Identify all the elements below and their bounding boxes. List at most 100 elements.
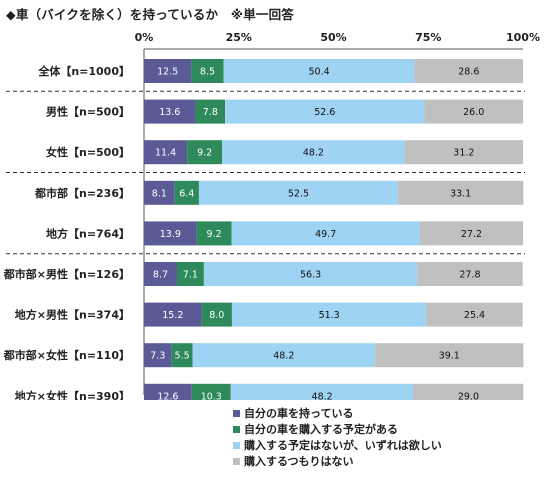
bar-segment [413, 383, 524, 400]
legend-item: 購入するつもりはない [233, 453, 442, 469]
chart-title: ◆車（バイクを除く）を持っているか ※単一回答 [6, 7, 294, 22]
data-label: 15.2 [162, 310, 183, 321]
bar-segment [222, 140, 405, 165]
category-label: 都市部×女性【n=110】 [3, 348, 130, 362]
data-label: 48.2 [312, 391, 333, 400]
bar-segment [397, 180, 524, 205]
data-label: 27.8 [459, 270, 480, 281]
data-label: 9.2 [197, 148, 212, 159]
data-label: 5.5 [175, 351, 190, 362]
bar-segment [144, 262, 177, 286]
bar-segment [144, 383, 192, 400]
data-label: 12.6 [157, 391, 178, 400]
x-tick-label: 0% [135, 31, 154, 44]
bar-segment [174, 180, 199, 205]
category-label: 女性【n=500】 [46, 145, 130, 159]
legend-item: 自分の車を持っている [233, 405, 442, 421]
data-label: 39.1 [439, 351, 460, 362]
data-label: 7.1 [183, 270, 198, 281]
data-label: 27.2 [461, 229, 482, 240]
data-label: 33.1 [450, 188, 471, 199]
bar-segment [195, 99, 226, 124]
x-tick-label: 100% [506, 31, 540, 44]
category-label: 都市部×男性【n=126】 [3, 267, 130, 281]
bar-segment [230, 383, 414, 400]
data-label: 52.6 [314, 107, 335, 118]
bar-segment [417, 262, 523, 286]
bar-segment [225, 99, 425, 124]
x-tick-label: 75% [415, 31, 441, 44]
bar-segment [144, 302, 202, 327]
data-label: 48.2 [273, 351, 294, 362]
bar-segment [203, 262, 418, 286]
data-label: 8.5 [200, 67, 215, 78]
data-label: 10.3 [201, 391, 222, 400]
legend-item: 購入する予定はないが、いずれは欲しい [233, 437, 442, 453]
data-label: 25.4 [464, 310, 485, 321]
legend-swatch [233, 425, 240, 433]
bar-segment [171, 343, 193, 368]
category-label: 男性【n=500】 [46, 105, 130, 119]
bar-segment [191, 383, 231, 400]
legend-swatch [233, 441, 240, 449]
data-label: 31.2 [453, 148, 474, 159]
data-label: 29.0 [458, 391, 479, 400]
legend-label: 購入するつもりはない [244, 455, 354, 468]
data-label: 8.7 [153, 270, 168, 281]
bar-segment [192, 343, 376, 368]
data-label: 7.8 [203, 107, 218, 118]
bar-segment [426, 302, 523, 327]
data-label: 12.5 [157, 67, 178, 78]
bar-segment [198, 180, 398, 205]
data-label: 8.0 [209, 310, 224, 321]
bar-segment [144, 343, 172, 368]
legend-item: 自分の車を購入する予定がある [233, 421, 442, 437]
bar-segment [404, 140, 523, 165]
legend-label: 購入する予定はないが、いずれは欲しい [244, 439, 442, 452]
data-label: 49.7 [315, 229, 336, 240]
data-label: 13.6 [159, 107, 180, 118]
bar-segment [144, 59, 192, 83]
stacked-bar-chart: 0% 25% 50% 75% 100% 全体【n=1000】 12.5 8.5 50.4 28.6… [3, 31, 540, 400]
legend-swatch [233, 457, 240, 465]
bar-segment [375, 343, 524, 368]
data-label: 48.2 [303, 148, 324, 159]
bar-segment [231, 221, 420, 246]
category-label: 地方×男性【n=374】 [15, 308, 130, 322]
data-label: 6.4 [179, 188, 194, 199]
bar-segment [424, 99, 523, 124]
legend: 自分の車を持っている自分の車を購入する予定がある購入する予定はないが、いずれは欲… [233, 405, 442, 469]
legend-label: 自分の車を購入する予定がある [244, 423, 398, 436]
data-label: 7.3 [150, 351, 165, 362]
category-label: 地方【n=764】 [46, 226, 130, 240]
bar-segment [191, 59, 224, 83]
data-label: 56.3 [300, 270, 321, 281]
x-tick-label: 25% [226, 31, 252, 44]
bar-segment [419, 221, 523, 246]
bar-segment [196, 221, 232, 246]
bar-segment [201, 302, 232, 327]
bar-segment [144, 99, 196, 124]
data-label: 26.0 [463, 107, 484, 118]
data-label: 13.9 [160, 229, 181, 240]
data-label: 51.3 [319, 310, 340, 321]
category-label: 地方×女性【n=390】 [15, 389, 130, 400]
data-label: 52.5 [288, 188, 309, 199]
bar-segment [223, 59, 415, 83]
category-label: 都市部【n=236】 [34, 186, 130, 200]
data-label: 50.4 [309, 67, 330, 78]
data-label: 8.1 [152, 188, 167, 199]
data-label: 28.6 [458, 67, 479, 78]
data-label: 11.4 [155, 148, 176, 159]
bar-segment [231, 302, 427, 327]
bar-segment [144, 180, 175, 205]
category-label: 全体【n=1000】 [37, 64, 130, 78]
bar-segment [187, 140, 223, 165]
bar-segment [414, 59, 523, 83]
bar-segment [144, 221, 197, 246]
legend-label: 自分の車を持っている [244, 407, 354, 420]
bar-segment [176, 262, 204, 286]
x-tick-label: 50% [320, 31, 346, 44]
legend-swatch [233, 409, 240, 417]
bar-segment [144, 140, 188, 165]
